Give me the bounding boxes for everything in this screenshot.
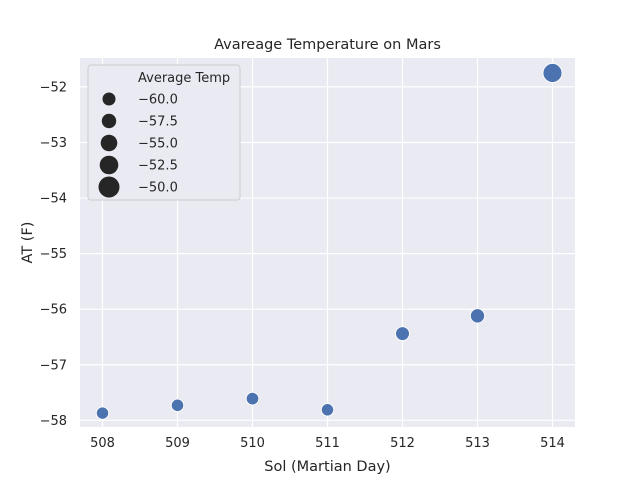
x-tick-labels: 508 509 510 511 512 513 514 — [90, 436, 565, 451]
data-point — [170, 398, 185, 413]
y-tick-label: −57 — [40, 358, 67, 373]
data-point — [469, 308, 486, 324]
x-tick-label: 513 — [465, 436, 490, 451]
x-tick-label: 514 — [540, 436, 565, 451]
y-tick-label: −52 — [40, 80, 67, 95]
y-tick-labels: −58 −57 −56 −55 −54 −53 −52 — [40, 80, 67, 428]
y-tick-label: −54 — [40, 192, 67, 207]
legend-marker — [101, 113, 117, 129]
legend-label: −60.0 — [138, 93, 178, 108]
data-point — [320, 403, 335, 417]
legend-marker — [98, 176, 120, 198]
legend-marker — [102, 92, 116, 106]
horizontal-gridlines — [80, 86, 575, 421]
x-tick-label: 512 — [390, 436, 415, 451]
legend-label: −55.0 — [138, 137, 178, 152]
legend-title: Average Temp — [138, 71, 230, 86]
y-tick-label: −53 — [40, 136, 67, 151]
y-tick-label: −55 — [40, 247, 67, 262]
data-point — [395, 326, 410, 342]
y-axis-label: AT (F) — [20, 222, 36, 264]
x-tick-label: 509 — [165, 436, 190, 451]
x-tick-label: 511 — [315, 436, 340, 451]
legend-label: −50.0 — [138, 181, 178, 196]
x-tick-label: 510 — [240, 436, 265, 451]
legend: Average Temp −60.0 −57.5 −55.0 −52.5 −50.0 — [87, 64, 241, 201]
chart-title: Avareage Temperature on Mars — [214, 37, 441, 53]
data-point — [245, 391, 260, 406]
legend-label: −52.5 — [138, 159, 178, 174]
data-point — [542, 63, 563, 83]
legend-marker — [100, 134, 118, 152]
y-tick-label: −56 — [40, 303, 67, 318]
x-tick-label: 508 — [90, 436, 115, 451]
y-tick-label: −58 — [40, 414, 67, 429]
data-points — [95, 63, 563, 420]
legend-label: −57.5 — [138, 115, 178, 130]
data-point — [95, 406, 110, 420]
legend-entries: −60.0 −57.5 −55.0 −52.5 −50.0 — [98, 92, 178, 198]
legend-box — [87, 64, 241, 201]
x-axis-label: Sol (Martian Day) — [264, 459, 390, 475]
legend-marker — [99, 155, 119, 175]
